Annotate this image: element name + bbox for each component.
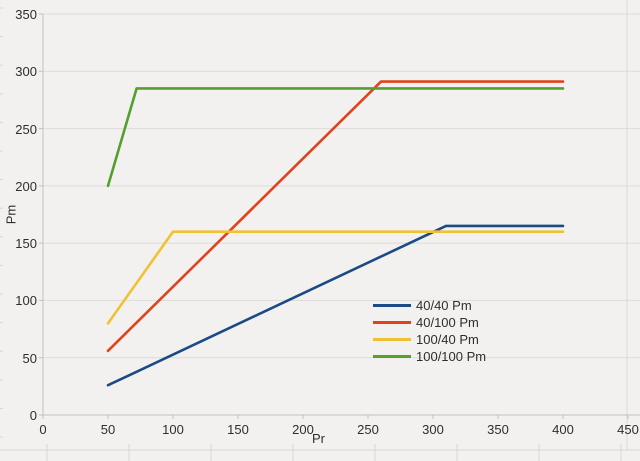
- series-line-100-40-pm: [106, 230, 565, 325]
- series-line-100-100-pm: [106, 87, 565, 188]
- legend-item: 100/40 Pm: [373, 331, 486, 348]
- x-tick-label: 50: [100, 422, 116, 437]
- legend-item: 40/100 Pm: [373, 314, 486, 331]
- y-tick-label: 250: [15, 121, 37, 137]
- x-tick-label: 400: [552, 422, 574, 437]
- legend: 40/40 Pm 40/100 Pm 100/40 Pm 100/100 Pm: [373, 297, 486, 365]
- legend-item: 40/40 Pm: [373, 297, 486, 314]
- y-tick-label: 300: [15, 64, 37, 80]
- legend-swatch: [373, 338, 411, 341]
- legend-swatch: [373, 304, 411, 307]
- y-tick-label: 350: [15, 7, 37, 22]
- legend-swatch: [373, 321, 411, 324]
- legend-label: 40/100 Pm: [416, 315, 479, 330]
- x-tick-label: 250: [357, 422, 379, 437]
- legend-swatch: [373, 355, 411, 358]
- x-tick-label: 0: [39, 422, 47, 437]
- x-tick-label: 150: [227, 422, 249, 437]
- y-tick-label: 100: [15, 293, 37, 309]
- x-tick-label: 300: [422, 422, 444, 437]
- x-tick-label: 350: [487, 422, 509, 437]
- x-axis-title: Pr: [312, 431, 325, 446]
- y-axis-title: Pm: [3, 204, 19, 225]
- x-tick-label: 100: [162, 422, 184, 437]
- legend-label: 100/100 Pm: [416, 349, 487, 364]
- x-tick-label: 450: [617, 422, 639, 437]
- y-tick-label: 0: [29, 408, 37, 423]
- x-tick-label: 200: [292, 422, 314, 437]
- legend-item: 100/100 Pm: [373, 348, 486, 365]
- legend-label: 100/40 Pm: [416, 332, 479, 347]
- series-line-40-40-pm: [106, 224, 565, 387]
- y-tick-label: 50: [22, 350, 37, 366]
- legend-label: 40/40 Pm: [416, 298, 472, 313]
- y-tick-label: 150: [15, 236, 37, 252]
- y-tick-label: 200: [15, 178, 37, 194]
- series-line-40-100-pm: [106, 80, 565, 353]
